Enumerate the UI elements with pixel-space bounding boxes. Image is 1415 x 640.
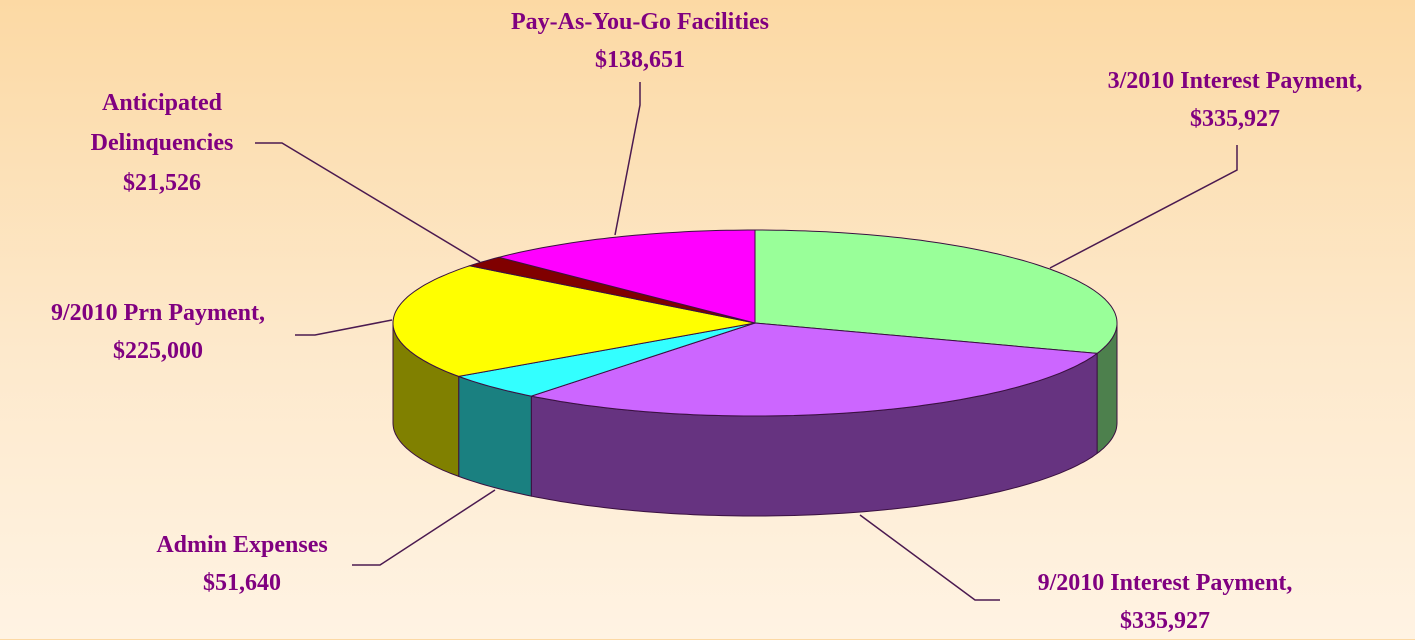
label-name: 9/2010 Prn Payment, <box>51 300 265 326</box>
label-value: $51,640 <box>203 570 281 596</box>
slice <box>467 256 756 324</box>
slice-label: Pay-As-You-Go Facilities $138,651 <box>511 3 769 79</box>
leader-line <box>614 82 641 236</box>
slice <box>456 322 756 397</box>
pie <box>392 229 1118 517</box>
label-value: $138,651 <box>595 47 685 73</box>
label-name: 3/2010 Interest Payment, <box>1107 68 1363 94</box>
leader-line <box>255 142 481 263</box>
slice <box>392 265 756 377</box>
label-value: $21,526 <box>123 170 201 196</box>
slice-label: 9/2010 Prn Payment, $225,000 <box>51 294 265 370</box>
label-value: $225,000 <box>112 338 203 364</box>
slice <box>754 229 1118 354</box>
leader-line <box>352 489 496 566</box>
leader-line <box>295 319 393 336</box>
leader-line <box>859 514 1000 601</box>
slice-label: 9/2010 Interest Payment, $335,927 <box>1038 564 1293 640</box>
label-name: Anticipated Delinquencies <box>90 90 234 156</box>
slice-label: Anticipated Delinquencies $21,526 <box>67 83 257 203</box>
slice-label: Admin Expenses $51,640 <box>156 526 327 602</box>
slice <box>498 229 756 324</box>
label-name: Admin Expenses <box>156 532 328 558</box>
slice-label: 3/2010 Interest Payment, $335,927 <box>1108 62 1363 138</box>
slice-side <box>458 375 532 497</box>
label-value: $335,927 <box>1119 608 1210 634</box>
label-name: 9/2010 Interest Payment, <box>1037 570 1293 596</box>
slice <box>529 322 1099 417</box>
leader-line <box>1049 145 1238 269</box>
label-name: Pay-As-You-Go Facilities <box>511 9 769 35</box>
label-value: $335,927 <box>1189 106 1280 132</box>
